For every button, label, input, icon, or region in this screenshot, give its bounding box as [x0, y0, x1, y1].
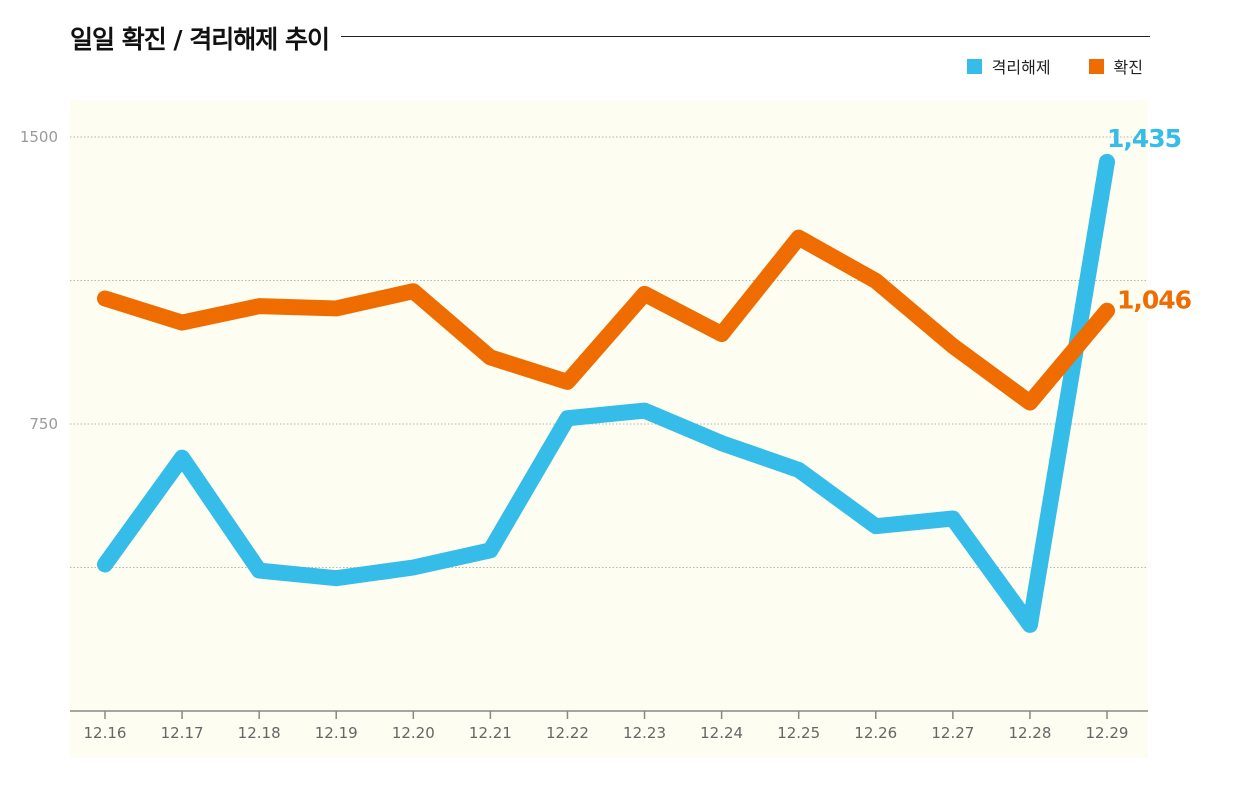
x-tick-label-4: 12.20 [392, 724, 435, 742]
x-tick-label-3: 12.19 [315, 724, 358, 742]
legend-label-released: 격리해제 [991, 58, 1051, 77]
data-point-released-6 [566, 417, 568, 419]
end-label-confirmed: 1,046 [1117, 286, 1192, 315]
legend-item-released: 격리해제 [966, 54, 1051, 78]
data-point-confirmed-3 [335, 307, 337, 309]
data-point-confirmed-8 [721, 333, 723, 335]
data-point-released-11 [952, 518, 954, 520]
legend-swatch-released [966, 58, 982, 74]
series-line-released [97, 153, 1115, 633]
y-tick-label-0: 1500 [20, 128, 58, 146]
data-point-released-2 [258, 570, 260, 572]
data-point-released-3 [335, 577, 337, 579]
x-tick-label-13: 12.29 [1086, 724, 1129, 742]
x-tick-label-11: 12.27 [931, 724, 974, 742]
data-point-confirmed-4 [412, 290, 414, 292]
data-point-released-9 [798, 469, 800, 471]
data-point-released-0 [104, 563, 106, 565]
x-tick-label-6: 12.22 [546, 724, 589, 742]
data-point-released-7 [644, 410, 646, 412]
x-tick-label-0: 12.16 [84, 724, 127, 742]
data-point-released-13 [1106, 161, 1108, 163]
x-tick-label-5: 12.21 [469, 724, 512, 742]
plot-background [70, 100, 1148, 758]
data-point-released-8 [721, 442, 723, 444]
legend-label-confirmed: 확진 [1113, 58, 1143, 77]
data-point-confirmed-1 [181, 322, 183, 324]
x-tick-label-2: 12.18 [238, 724, 281, 742]
chart-title: 일일 확진 / 격리해제 추이 [70, 20, 341, 56]
data-point-released-12 [1029, 624, 1031, 626]
x-tick-label-9: 12.25 [777, 724, 820, 742]
x-tick-label-10: 12.26 [854, 724, 897, 742]
legend-swatch-confirmed [1088, 58, 1104, 74]
data-point-confirmed-10 [875, 280, 877, 282]
data-point-released-4 [412, 567, 414, 568]
y-tick-label-2: 750 [29, 415, 58, 433]
data-point-confirmed-5 [489, 356, 491, 358]
data-point-confirmed-12 [1029, 402, 1031, 404]
data-point-released-10 [875, 525, 877, 527]
data-point-confirmed-6 [566, 381, 568, 383]
data-point-confirmed-2 [258, 305, 260, 307]
data-point-confirmed-11 [952, 345, 954, 347]
title-row: 일일 확진 / 격리해제 추이 [70, 18, 1150, 58]
data-point-released-1 [181, 457, 183, 459]
data-point-confirmed-0 [104, 297, 106, 299]
x-tick-label-8: 12.24 [700, 724, 743, 742]
data-point-confirmed-7 [644, 293, 646, 295]
x-tick-label-7: 12.23 [623, 724, 666, 742]
x-tick-label-12: 12.28 [1008, 724, 1051, 742]
data-point-confirmed-9 [798, 237, 800, 239]
legend: 격리해제 확진 [966, 54, 1143, 78]
title-rule [70, 36, 1150, 37]
data-point-released-5 [489, 549, 491, 551]
series-line-confirmed [97, 229, 1115, 411]
x-tick-label-1: 12.17 [161, 724, 204, 742]
end-label-released: 1,435 [1107, 124, 1181, 153]
legend-item-confirmed: 확진 [1088, 54, 1143, 78]
data-point-confirmed-13 [1106, 310, 1108, 312]
